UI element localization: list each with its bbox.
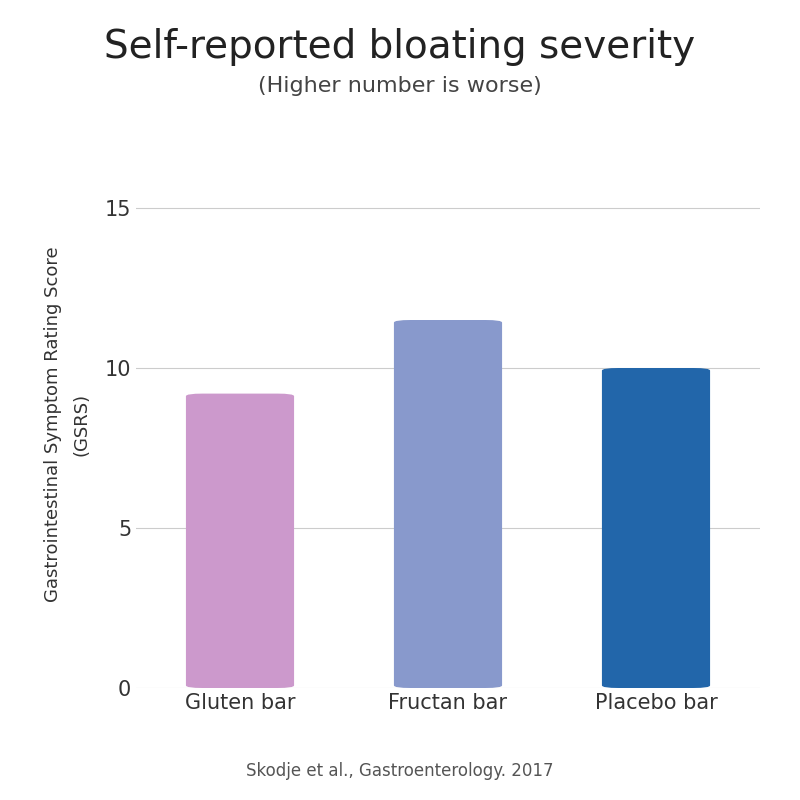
- Text: Self-reported bloating severity: Self-reported bloating severity: [105, 28, 695, 66]
- FancyBboxPatch shape: [602, 368, 710, 688]
- Y-axis label: Gastrointestinal Symptom Rating Score
(GSRS): Gastrointestinal Symptom Rating Score (G…: [43, 246, 90, 602]
- Text: Skodje et al., Gastroenterology. 2017: Skodje et al., Gastroenterology. 2017: [246, 762, 554, 780]
- FancyBboxPatch shape: [186, 394, 294, 688]
- Text: (Higher number is worse): (Higher number is worse): [258, 76, 542, 96]
- FancyBboxPatch shape: [394, 320, 502, 688]
